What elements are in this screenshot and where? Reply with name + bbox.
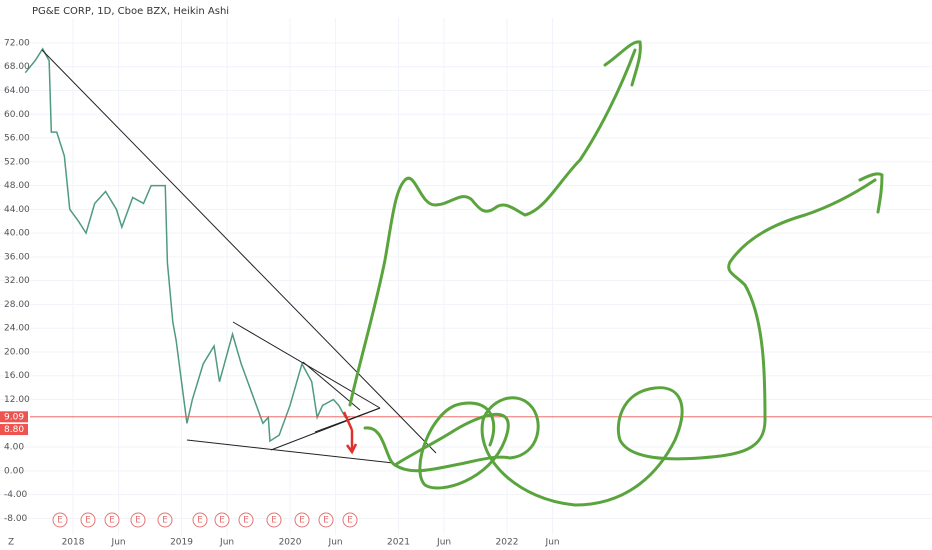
x-tick-label: Jun [545,538,560,548]
earnings-marker [157,512,173,528]
y-tick-label: 36.00 [4,252,30,262]
earnings-marker [192,512,208,528]
earnings-marker [80,512,96,528]
y-tick-label: 20.00 [4,347,30,357]
drawing-path [348,48,637,407]
y-tick-label: 40.00 [4,229,30,239]
drawing [348,40,884,507]
x-tick-label: Jun [219,538,234,548]
y-tick-label: 32.00 [4,276,30,286]
earnings-label: E [347,516,353,526]
grid [0,18,932,535]
y-tick-label: 60.00 [4,110,30,120]
earnings-marker [104,512,120,528]
y-tick-label: 12.00 [4,395,30,405]
trend-lines [41,49,437,464]
x-tick-label: Jun [111,538,126,548]
earnings-marker [214,512,230,528]
x-tick-label: 2022 [496,538,519,548]
earnings-label: E [162,516,168,526]
y-tick-label: 44.00 [4,205,30,215]
chart-title: PG&E CORP, 1D, Cboe BZX, Heikin Ashi [32,6,229,17]
scale-button[interactable]: Z [8,538,14,548]
y-tick-label: 48.00 [4,181,30,191]
y-tick-label: -4.00 [4,490,28,500]
y-tick-label: 64.00 [4,86,30,96]
y-tick-label: -8.00 [4,514,28,524]
earnings-marker [130,512,146,528]
earnings-marker [238,512,254,528]
earnings-label: E [271,516,277,526]
price-line [24,47,350,443]
y-tick-label: 24.00 [4,324,30,334]
earnings-label: E [197,516,203,526]
earnings-marker [266,512,282,528]
trend-line [41,49,437,454]
y-tick-label: 68.00 [4,62,30,72]
earnings-label: E [109,516,115,526]
y-tick-label: 0.00 [4,466,24,476]
earnings-marker [342,512,358,528]
earnings-marker [52,512,68,528]
arrow [342,411,358,455]
price-label: 9.09 [4,412,24,422]
y-tick-label: 16.00 [4,371,30,381]
earnings-label: E [219,516,225,526]
y-tick-label: 56.00 [4,134,30,144]
earnings-label: E [323,516,329,526]
price-label-box [0,411,28,423]
x-axis: 72.00 68.00 64.00 60.00 56.00 52.00 48.00 44.00… [0,38,560,548]
earnings-marker [294,512,310,528]
earnings-label: E [243,516,249,526]
x-tick-label: Jun [328,538,343,548]
earnings-label: E [299,516,305,526]
x-tick-label: 2018 [62,538,85,548]
x-tick-label: 2020 [279,538,302,548]
drawing-path [858,172,884,214]
earnings-label: E [57,516,63,526]
y-tick-label: 4.00 [4,443,24,453]
drawing-path [603,40,642,87]
earnings-label: E [135,516,141,526]
earnings-label: E [85,516,91,526]
y-tick-label: 52.00 [4,157,30,167]
trend-line [186,439,394,464]
y-tick-label: 72.00 [4,38,30,48]
x-tick-label: 2019 [170,538,193,548]
drawing-path [363,178,877,507]
earnings-marker [318,512,334,528]
x-tick-label: 2021 [387,538,410,548]
y-tick-label: 28.00 [4,300,30,310]
price-label-box [0,424,28,436]
drawing-path [393,401,510,490]
x-tick-label: Jun [436,538,451,548]
price-label: 8.80 [4,425,24,435]
